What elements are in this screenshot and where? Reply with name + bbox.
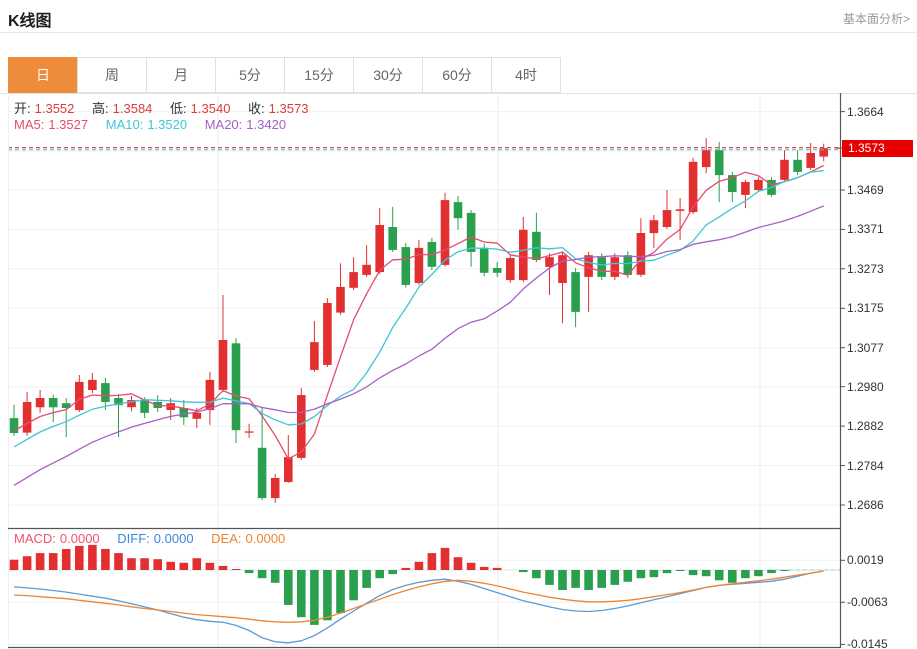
high-label: 高:: [92, 101, 109, 116]
tab-day[interactable]: 日: [8, 57, 78, 93]
close-value: 1.3573: [268, 101, 309, 116]
y-axis-label: 1.2686: [847, 497, 884, 512]
open-value: 1.3552: [34, 101, 75, 116]
close-label: 收:: [248, 101, 265, 116]
y-axis-label: 1.3371: [847, 222, 884, 237]
low-label: 低:: [170, 101, 187, 116]
y-axis-label: 1.2784: [847, 458, 884, 473]
dea-label: DEA:: [211, 531, 242, 546]
ma-info: MA5: 1.3527 MA10: 1.3520 MA20: 1.3420: [14, 117, 290, 132]
y-axis-label: 1.3077: [847, 340, 884, 355]
macd-value: 0.0000: [59, 531, 100, 546]
ma10-value: 1.3520: [147, 117, 188, 132]
dea-line: [13, 570, 824, 623]
diff-label: DIFF:: [117, 531, 150, 546]
header-divider: [0, 32, 917, 33]
candlesticks: [9, 138, 828, 503]
ma10-label: MA10:: [105, 117, 144, 132]
ma10-line: [13, 170, 824, 448]
ma20-value: 1.3420: [246, 117, 287, 132]
dea-value: 0.0000: [245, 531, 286, 546]
diff-line: [13, 570, 824, 644]
diff-value: 0.0000: [153, 531, 194, 546]
y-axis-label: 1.3175: [847, 301, 884, 316]
ohlc-info: 开: 1.3552 高: 1.3584 低: 1.3540 收: 1.3573: [14, 98, 312, 117]
ma5-value: 1.3527: [48, 117, 89, 132]
tab-week[interactable]: 周: [77, 57, 147, 93]
y-axis-label: 1.3664: [847, 104, 884, 119]
y-axis-label: -0.0145: [847, 637, 888, 649]
macd-histogram: [9, 544, 789, 625]
y-axis-label: 1.3469: [847, 183, 884, 197]
low-value: 1.3540: [190, 101, 231, 116]
ma20-line: [13, 205, 824, 486]
ma5-line: [13, 164, 824, 460]
open-label: 开:: [14, 101, 31, 116]
tab-5min[interactable]: 5分: [215, 57, 285, 93]
y-axis-label: 1.2980: [847, 379, 884, 394]
page-title: K线图: [8, 13, 52, 30]
current-price-line: [8, 147, 840, 151]
ma20-label: MA20:: [204, 117, 243, 132]
period-tab-bar: 日周月 5分 15分 30分 60分 4时: [8, 57, 561, 93]
y-axis-label: -0.0063: [847, 595, 888, 610]
tab-30min[interactable]: 30分: [353, 57, 423, 93]
y-axis-label: 1.2882: [847, 419, 884, 434]
y-axis-label: 1.3273: [847, 261, 884, 276]
chart-frame: [0, 93, 917, 649]
ma5-label: MA5:: [14, 117, 45, 132]
fundamental-analysis-link[interactable]: 基本面分析>: [842, 12, 910, 26]
high-value: 1.3584: [112, 101, 153, 116]
grid-lines: [8, 93, 840, 648]
current-price-tag: 1.3573: [842, 140, 913, 157]
y-axis-label: 0.0019: [847, 553, 884, 568]
macd-label: MACD:: [14, 531, 56, 546]
tab-4hour[interactable]: 4时: [491, 57, 561, 93]
tab-60min[interactable]: 60分: [422, 57, 492, 93]
tab-15min[interactable]: 15分: [284, 57, 354, 93]
macd-info: MACD: 0.0000 DIFF: 0.0000 DEA: 0.0000: [14, 531, 289, 546]
tab-month[interactable]: 月: [146, 57, 216, 93]
